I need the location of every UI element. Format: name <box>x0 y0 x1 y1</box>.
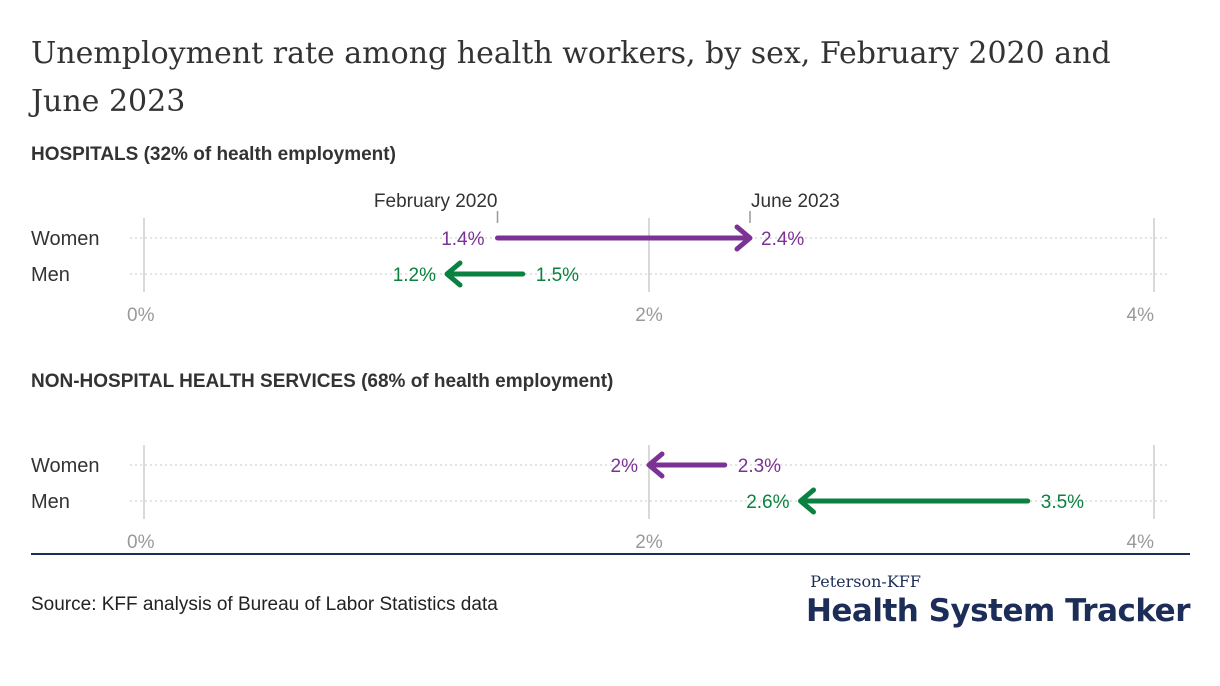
start-value-label: 3.5% <box>1041 492 1084 513</box>
x-tick-label: 0% <box>127 305 155 326</box>
change-arrow-head <box>798 487 816 515</box>
start-value-label: 2.3% <box>738 456 781 477</box>
footer-divider <box>31 553 1190 555</box>
change-arrow-head <box>646 451 665 479</box>
x-tick-label: 2% <box>635 305 663 326</box>
start-value-label: 1.5% <box>536 265 579 286</box>
row-label: Men <box>31 264 70 286</box>
x-tick-label: 4% <box>1127 305 1155 326</box>
x-tick-label: 2% <box>635 532 663 553</box>
change-arrow-head <box>734 224 753 252</box>
chart-title: Unemployment rate among health workers, … <box>31 36 1111 119</box>
panel-title: NON-HOSPITAL HEALTH SERVICES (68% of hea… <box>31 371 613 392</box>
row-label: Women <box>31 455 100 477</box>
row-label: Women <box>31 228 100 250</box>
end-value-label: 2% <box>611 456 639 477</box>
row-label: Men <box>31 491 70 513</box>
x-tick-label: 4% <box>1127 532 1155 553</box>
end-period-label: June 2023 <box>751 191 840 212</box>
start-period-label: February 2020 <box>374 191 498 212</box>
x-tick-label: 0% <box>127 532 155 553</box>
change-arrow-head <box>444 260 463 288</box>
source-note: Source: KFF analysis of Bureau of Labor … <box>31 594 498 615</box>
start-value-label: 1.4% <box>441 229 484 250</box>
end-value-label: 1.2% <box>393 265 436 286</box>
panel-title: HOSPITALS (32% of health employment) <box>31 144 396 165</box>
end-value-label: 2.4% <box>761 229 804 250</box>
end-value-label: 2.6% <box>746 492 789 513</box>
brand-logo-text: Health System Tracker <box>805 593 1191 629</box>
brand-name-small: Peterson-KFF <box>810 572 921 591</box>
